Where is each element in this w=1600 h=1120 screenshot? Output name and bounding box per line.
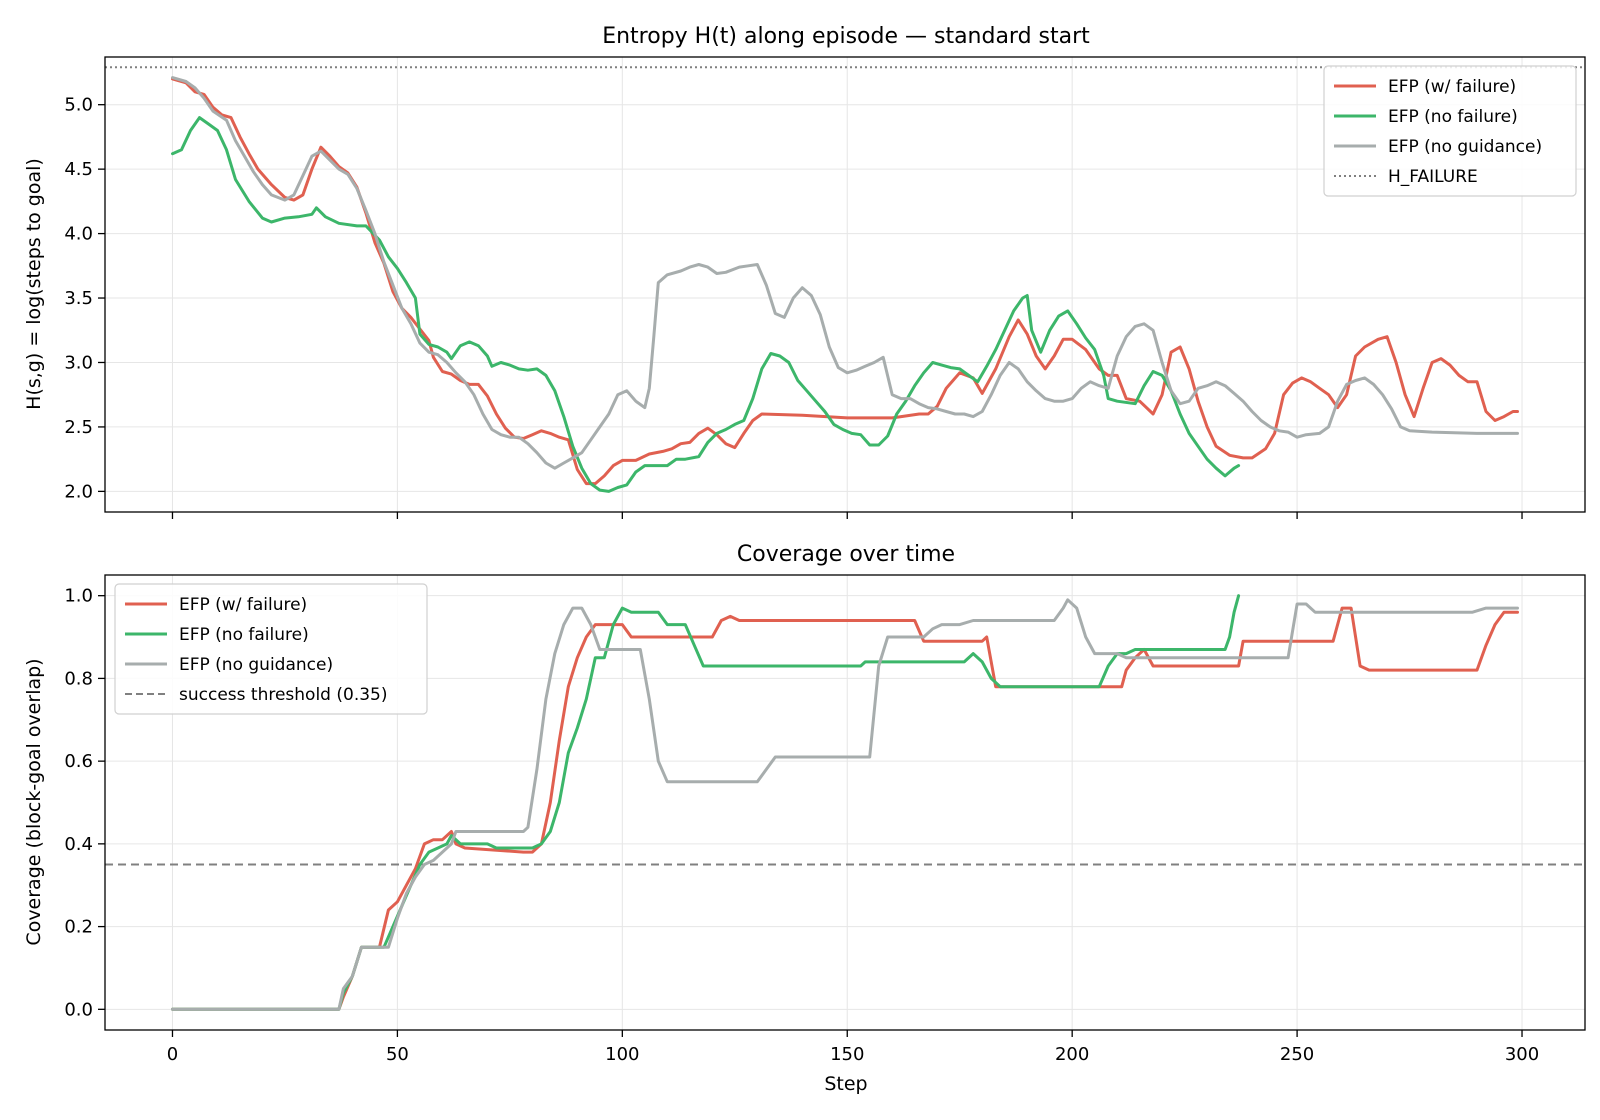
series-line-efp-no-guidance: [171, 598, 1519, 1011]
y-tick-label: 2.5: [64, 417, 93, 438]
entropy-panel: Entropy H(t) along episode — standard st…: [23, 24, 1586, 519]
entropy-ticks: 2.0 2.5 3.0 3.5 4.0 4.5 5.0: [64, 95, 1523, 519]
y-tick-label: 4.0: [64, 224, 93, 245]
y-tick-label: 3.5: [64, 288, 93, 309]
x-tick-label: 250: [1280, 1044, 1314, 1065]
entropy-y-axis-label: H(s,g) = log(steps to goal): [23, 158, 45, 410]
coverage-y-axis-label: Coverage (block-goal overlap): [23, 658, 45, 945]
y-tick-label: 0.6: [64, 751, 93, 772]
y-tick-label: 0.4: [64, 834, 93, 855]
coverage-grid: [105, 575, 1585, 1030]
coverage-series: [171, 594, 1519, 1011]
y-tick-label: 4.5: [64, 159, 93, 180]
legend-label-success-threshold-0-35: success threshold (0.35): [179, 685, 387, 705]
legend-label-efp-w-failure: EFP (w/ failure): [1388, 77, 1516, 97]
coverage-legend: EFP (w/ failure) EFP (no failure) EFP (no …: [114, 583, 428, 715]
series-line-efp-no-failure: [171, 116, 1241, 493]
legend-label-efp-no-guidance: EFP (no guidance): [179, 655, 333, 675]
entropy-legend: EFP (w/ failure) EFP (no failure) EFP (no …: [1323, 65, 1577, 197]
coverage-panel: Coverage over time 0 50 100 150 200 250 300 0.0…: [23, 542, 1586, 1095]
coverage-panel-title: Coverage over time: [737, 542, 955, 567]
y-tick-label: 0.2: [64, 917, 93, 938]
y-tick-label: 1.0: [64, 586, 93, 607]
x-tick-label: 200: [1055, 1044, 1089, 1065]
y-tick-label: 5.0: [64, 95, 93, 116]
entropy-panel-title: Entropy H(t) along episode — standard st…: [602, 24, 1090, 49]
legend-box: [114, 583, 428, 715]
coverage-plot-frame: [104, 574, 1586, 1031]
legend-label-efp-no-failure: EFP (no failure): [179, 625, 309, 645]
y-tick-label: 0.0: [64, 999, 93, 1020]
y-tick-label: 3.0: [64, 352, 93, 373]
y-tick-label: 2.0: [64, 481, 93, 502]
entropy-series: [171, 76, 1519, 493]
coverage-x-axis-label: Step: [824, 1073, 867, 1095]
y-tick-label: 0.8: [64, 668, 93, 689]
x-tick-label: 50: [386, 1044, 409, 1065]
legend-label-efp-w-failure: EFP (w/ failure): [179, 595, 307, 615]
coverage-ticks: 0 50 100 150 200 250 300 0.0 0.2 0.4 0.6 0.8 1.0: [64, 586, 1539, 1065]
x-tick-label: 150: [830, 1044, 864, 1065]
series-line-efp-w-failure: [171, 606, 1519, 1011]
legend-label-efp-no-failure: EFP (no failure): [1388, 107, 1518, 127]
legend-label-efp-no-guidance: EFP (no guidance): [1388, 137, 1542, 157]
series-line-efp-w-failure: [171, 77, 1519, 486]
entropy-plot-frame: [104, 56, 1586, 513]
legend-box: [1323, 65, 1577, 197]
x-tick-label: 300: [1505, 1044, 1539, 1065]
series-line-efp-no-guidance: [171, 76, 1519, 470]
legend-label-h-failure: H_FAILURE: [1388, 167, 1478, 187]
x-tick-label: 100: [605, 1044, 639, 1065]
x-tick-label: 0: [167, 1044, 178, 1065]
